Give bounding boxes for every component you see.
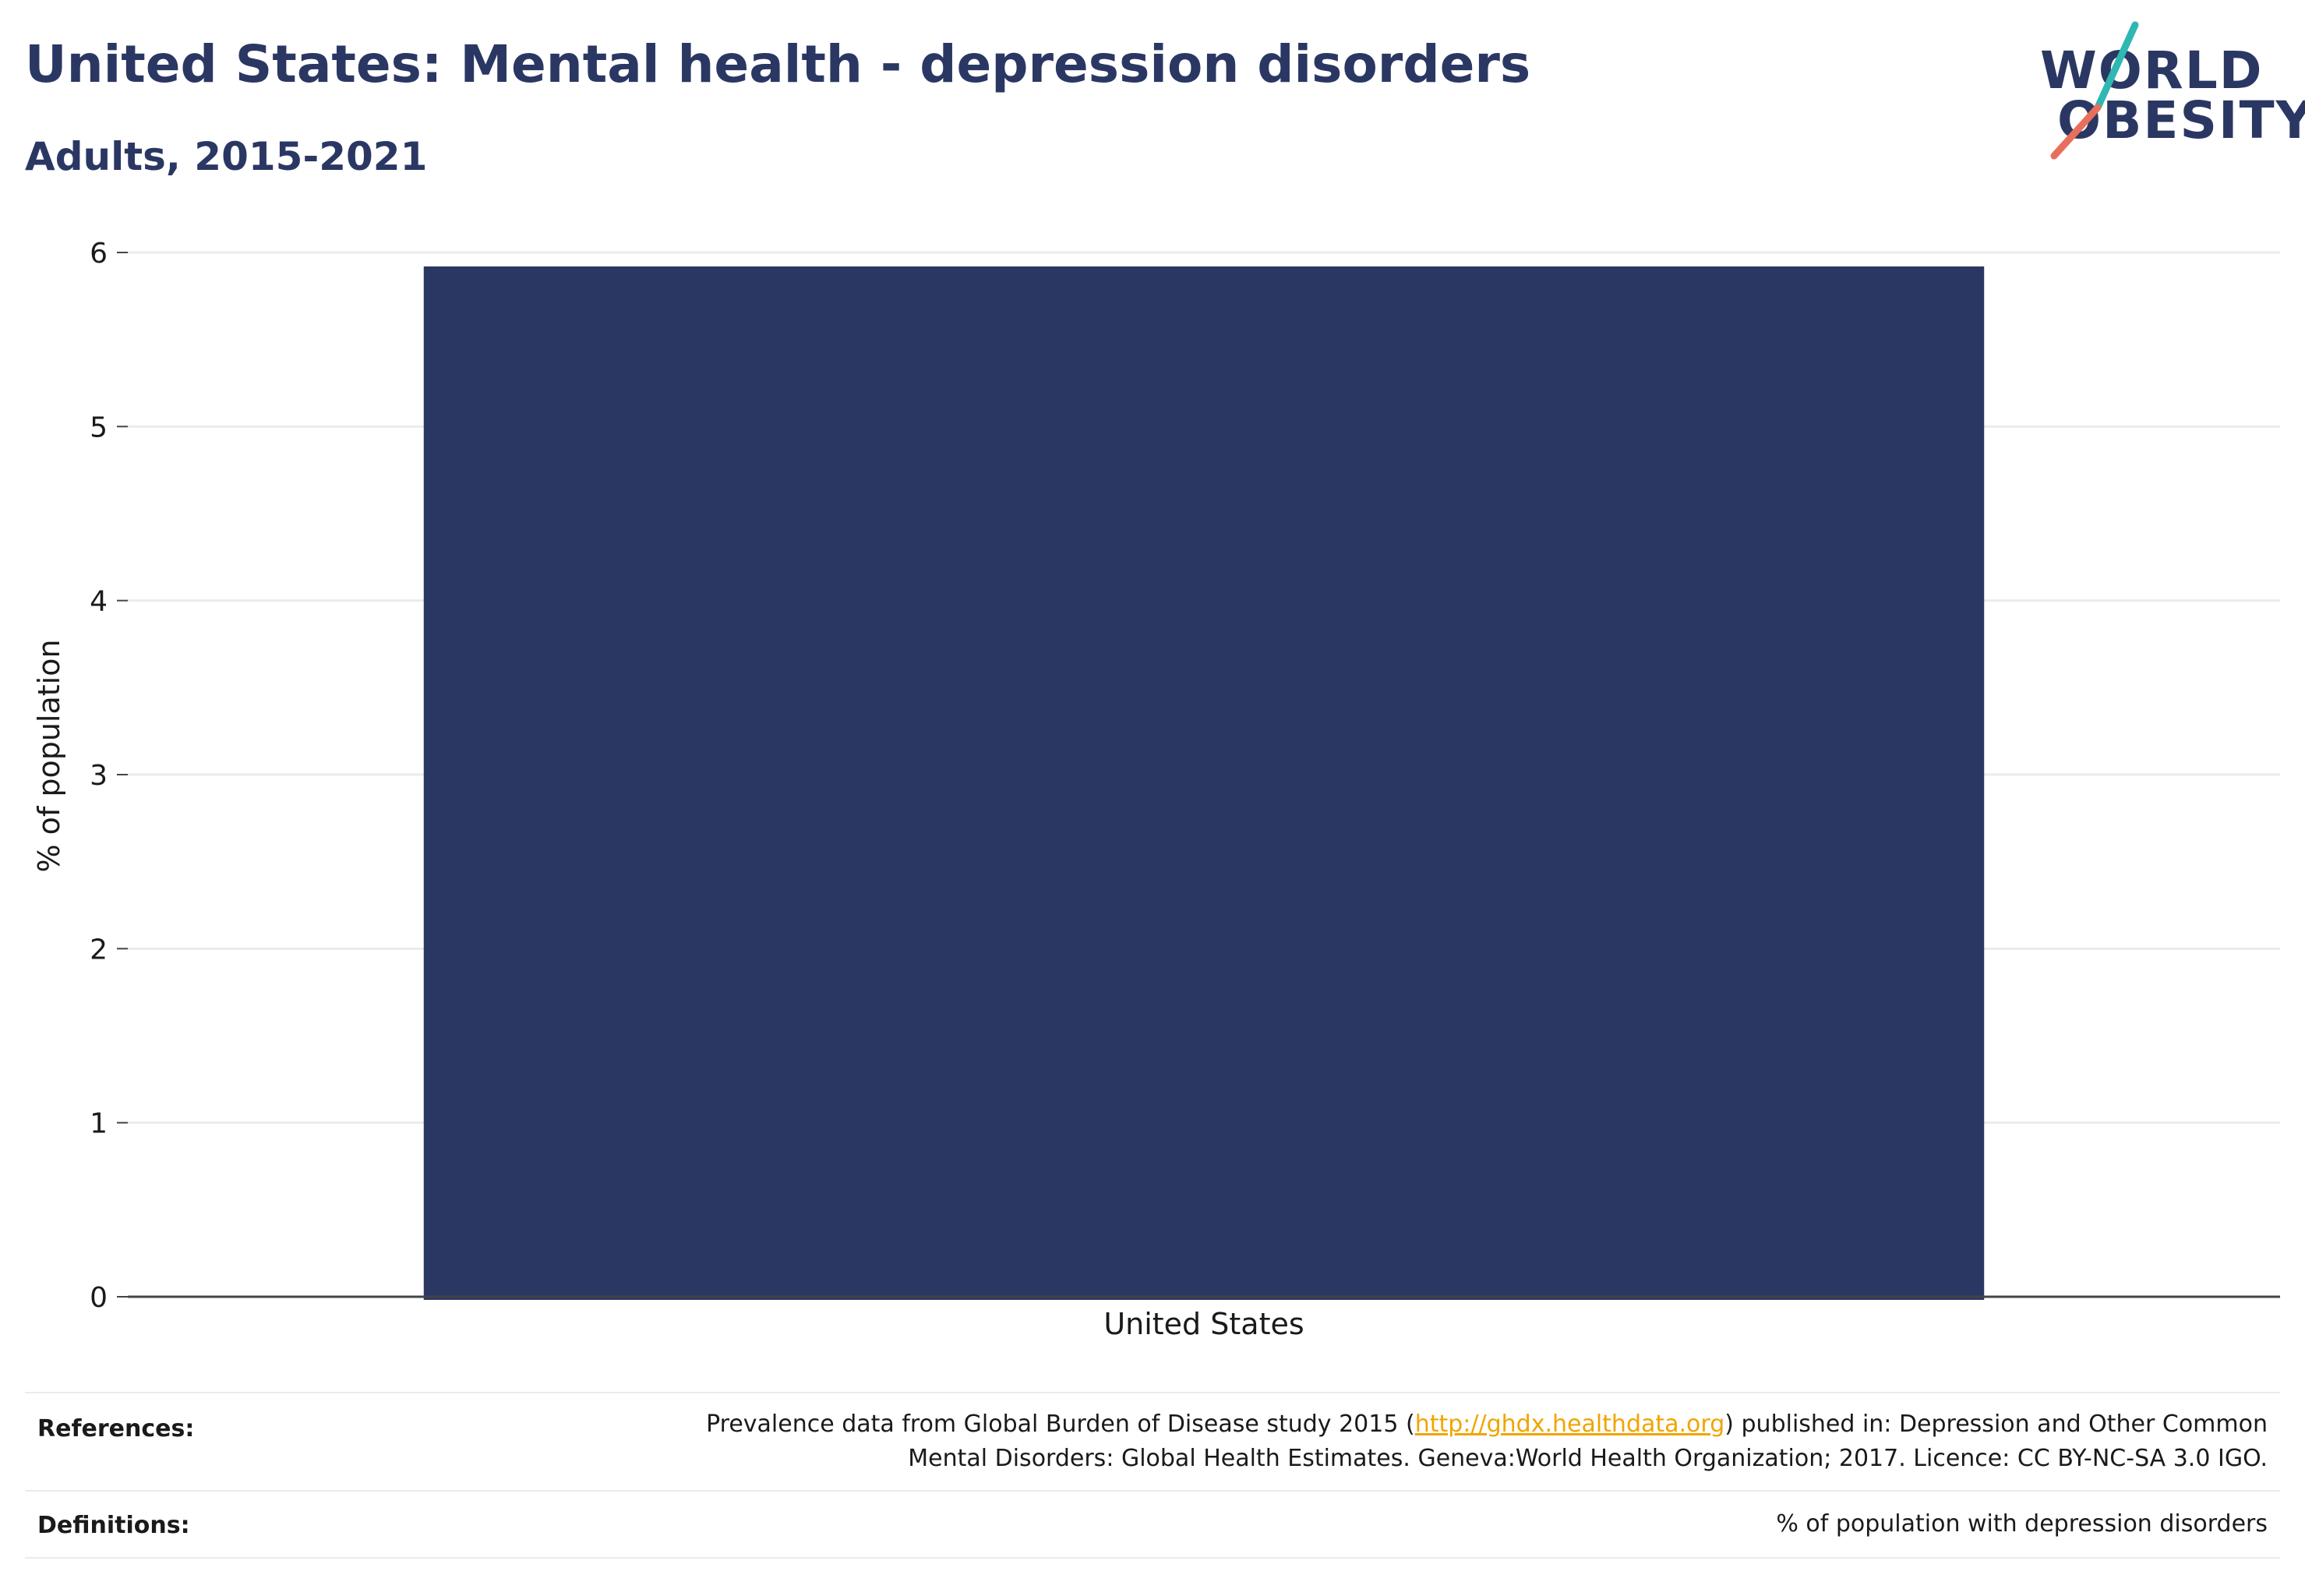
definitions-label: Definitions: [37,1512,190,1539]
references-text: Prevalence data from Global Burden of Di… [553,1407,2268,1476]
references-link[interactable]: http://ghdx.healthdata.org [1414,1411,1725,1438]
bar [423,266,1985,1300]
world-obesity-logo: WORLD OBESITY [2026,20,2305,165]
references-label: References: [37,1415,195,1442]
y-tick-label: 4 [90,586,108,618]
definitions-text: % of population with depression disorder… [1776,1510,2268,1538]
bars [423,266,1985,1300]
y-tick-label: 2 [90,934,108,966]
logo-slash-icon [2050,21,2139,160]
y-axis-label: % of population [32,639,66,872]
y-tick-label: 6 [90,238,108,270]
y-tick-label: 3 [90,760,108,792]
references-text-part2: ) published in: Depression and Other Com… [1724,1411,2268,1438]
y-tick-label: 5 [90,411,108,443]
chart-subtitle: Adults, 2015-2021 [25,134,428,179]
logo-word-world: WORLD [2040,41,2264,101]
references-text-part1: Prevalence data from Global Burden of Di… [706,1411,1415,1438]
chart-title: United States: Mental health - depressio… [25,34,1531,94]
y-tick-label: 1 [90,1108,108,1140]
references-row: References: Prevalence data from Global … [25,1403,2280,1488]
y-tick-label: 0 [90,1282,108,1314]
definitions-row: Definitions: % of population with depres… [25,1499,2280,1554]
footer-divider [25,1557,2280,1559]
axes: 0 1 2 3 4 5 6 United States [90,238,2280,1341]
references-text-part3: Mental Disorders: Global Health Estimate… [908,1445,2268,1472]
x-tick-label: United States [1103,1307,1304,1341]
footer-divider [25,1392,2280,1393]
footer-divider [25,1490,2280,1492]
bar-chart: 0 1 2 3 4 5 6 United States % of population [32,238,2280,1341]
